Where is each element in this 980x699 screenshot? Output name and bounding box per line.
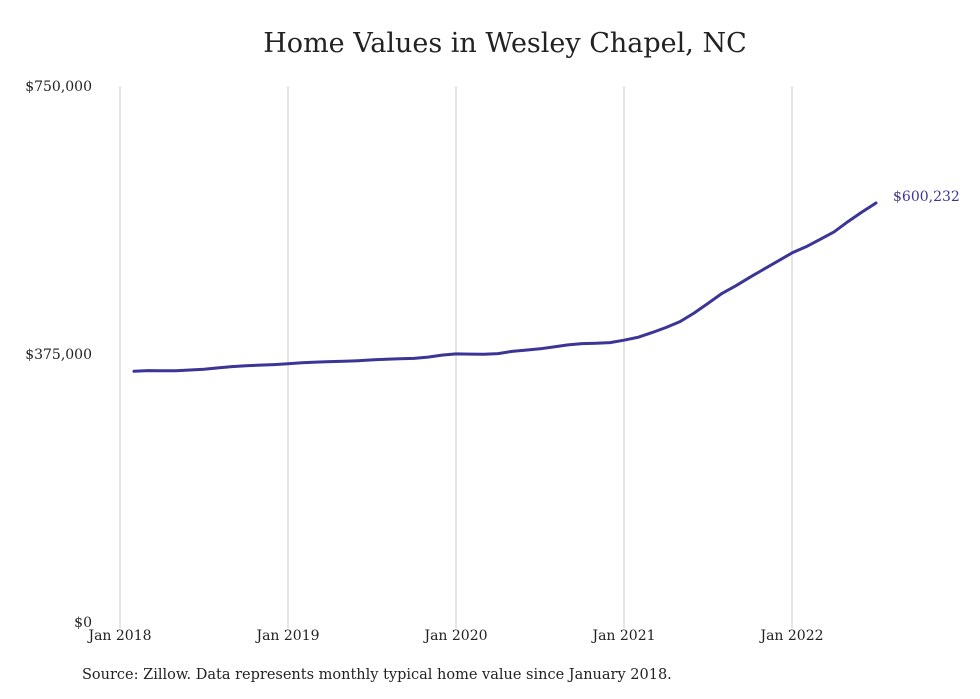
y-tick-label: $375,000 xyxy=(25,347,92,363)
end-value-label: $600,232 xyxy=(893,189,960,205)
x-tick-label: Jan 2020 xyxy=(422,628,487,644)
series-layer xyxy=(132,201,878,373)
x-tick-label: Jan 2021 xyxy=(590,628,655,644)
y-tick-label: $750,000 xyxy=(25,79,92,95)
y-tick-label: $0 xyxy=(74,615,92,631)
source-note: Source: Zillow. Data represents monthly … xyxy=(82,667,672,683)
y-axis-ticks: $0 $375,000 $750,000 xyxy=(25,79,92,631)
x-tick-label: Jan 2018 xyxy=(86,628,151,644)
data-labels: $600,232 xyxy=(893,189,960,205)
series-line xyxy=(132,201,878,373)
chart-title: Home Values in Wesley Chapel, NC xyxy=(263,28,747,59)
grid-lines xyxy=(119,86,793,628)
x-axis-ticks: Jan 2018 Jan 2019 Jan 2020 Jan 2021 Jan 2022 xyxy=(86,628,823,644)
x-tick-label: Jan 2022 xyxy=(758,628,823,644)
x-tick-label: Jan 2019 xyxy=(254,628,319,644)
